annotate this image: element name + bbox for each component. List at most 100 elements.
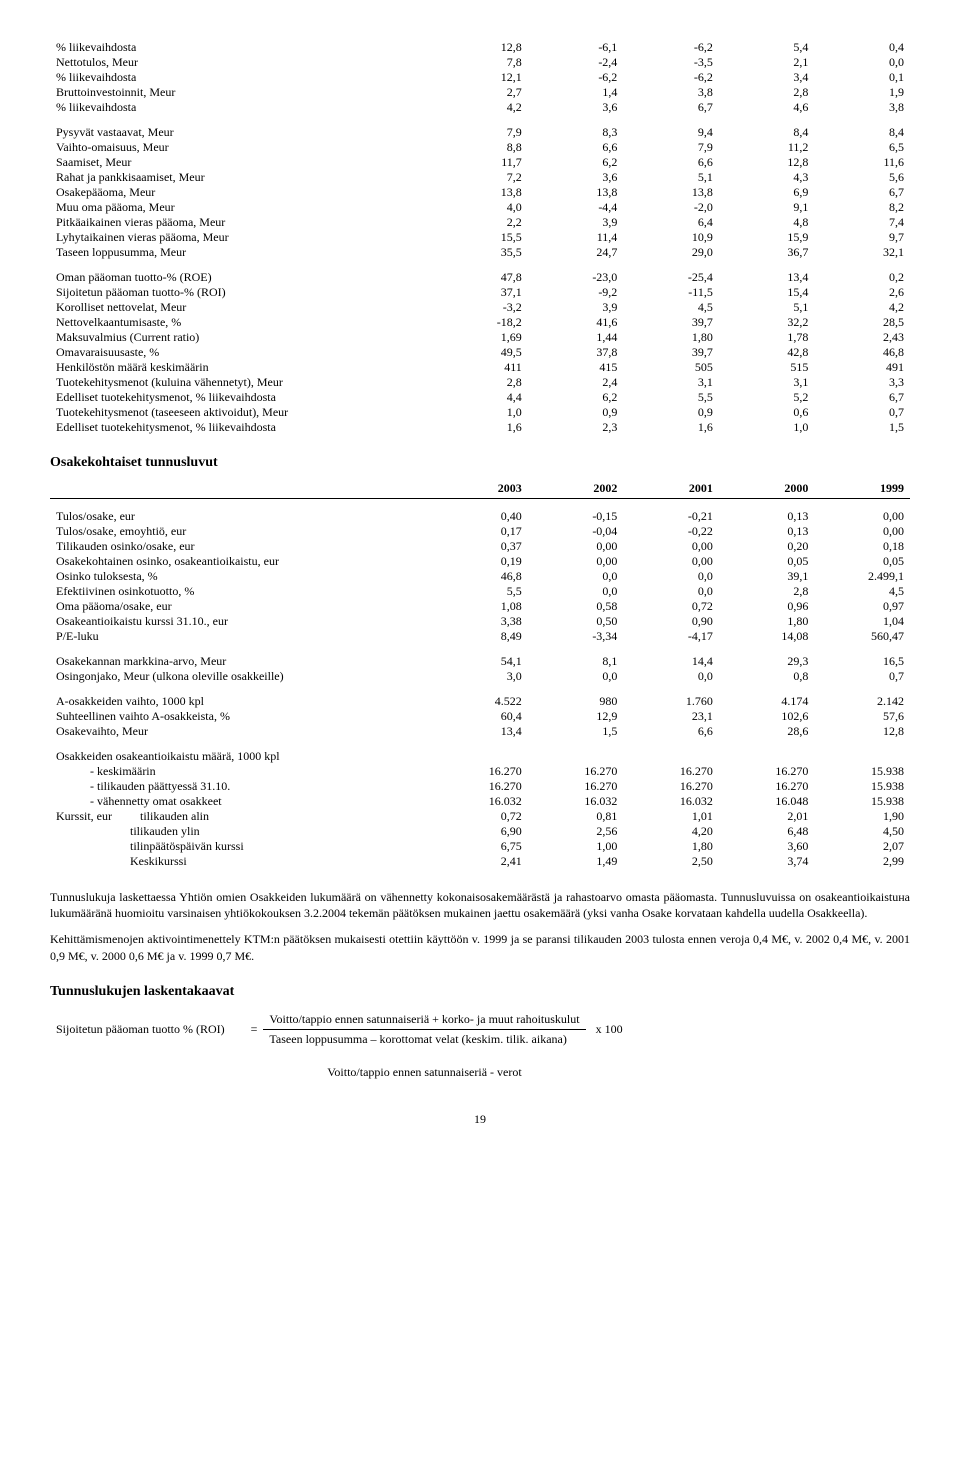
footnote-2: Kehittämismenojen aktivointimenettely KT… xyxy=(50,931,910,963)
table-row: A-osakkeiden vaihto, 1000 kpl4.5229801.7… xyxy=(50,694,910,709)
table-row: % liikevaihdosta4,23,66,74,63,8 xyxy=(50,100,910,115)
row-value: 12,8 xyxy=(432,40,528,55)
row-value: 4,50 xyxy=(814,824,910,839)
row-value: 7,8 xyxy=(432,55,528,70)
table-row: Bruttoinvestoinnit, Meur2,71,43,82,81,9 xyxy=(50,85,910,100)
row-value: 46,8 xyxy=(432,569,528,584)
table-row: Tilikauden osinko/osake, eur0,370,000,00… xyxy=(50,539,910,554)
row-value: 4,3 xyxy=(719,170,815,185)
row-value: -0,21 xyxy=(623,509,719,524)
row-value: 1,80 xyxy=(623,839,719,854)
row-value: 1,49 xyxy=(528,854,624,869)
row-label: Tilikauden osinko/osake, eur xyxy=(50,539,432,554)
table-row: Tuotekehitysmenot (taseeseen aktivoidut)… xyxy=(50,405,910,420)
year-header: 2003 xyxy=(432,481,528,499)
row-value: 49,5 xyxy=(432,345,528,360)
row-value: 1,80 xyxy=(719,614,815,629)
table-row: Keskikurssi2,411,492,503,742,99 xyxy=(50,854,910,869)
row-value: 0,96 xyxy=(719,599,815,614)
table-row: tilinpäätöspäivän kurssi6,751,001,803,60… xyxy=(50,839,910,854)
table-row: Pitkäaikainen vieras pääoma, Meur2,23,96… xyxy=(50,215,910,230)
row-value: -3,2 xyxy=(432,300,528,315)
row-label: Pysyvät vastaavat, Meur xyxy=(50,125,432,140)
row-label: Edelliset tuotekehitysmenot, % liikevaih… xyxy=(50,390,432,405)
row-value: 0,72 xyxy=(432,809,528,824)
table-row: Edelliset tuotekehitysmenot, % liikevaih… xyxy=(50,390,910,405)
row-label: Oman pääoman tuotto-% (ROE) xyxy=(50,270,432,285)
row-value: 2,07 xyxy=(814,839,910,854)
row-label: Henkilöstön määrä keskimäärin xyxy=(50,360,432,375)
row-value: 1,6 xyxy=(432,420,528,435)
row-value: 24,7 xyxy=(528,245,624,260)
row-value: 7,9 xyxy=(623,140,719,155)
table-row: Kurssit, eurtilikauden alin0,720,811,012… xyxy=(50,809,910,824)
row-value: 411 xyxy=(432,360,528,375)
row-label: Tulos/osake, emoyhtiö, eur xyxy=(50,524,432,539)
row-value: 2,7 xyxy=(432,85,528,100)
per-share-title: Osakekohtaiset tunnusluvut xyxy=(50,455,910,471)
row-value: 5,5 xyxy=(432,584,528,599)
row-value: 0,97 xyxy=(814,599,910,614)
row-label: Rahat ja pankkisaamiset, Meur xyxy=(50,170,432,185)
footnote-1: Tunnuslukuja laskettaessa Yhtiön omien O… xyxy=(50,889,910,921)
row-value: 32,2 xyxy=(719,315,815,330)
row-value: -0,22 xyxy=(623,524,719,539)
row-value: 15.938 xyxy=(814,794,910,809)
row-value: 16.270 xyxy=(719,779,815,794)
row-value: 0,00 xyxy=(623,539,719,554)
row-value: 3,3 xyxy=(814,375,910,390)
row-value: -3,34 xyxy=(528,629,624,644)
row-value: 3,60 xyxy=(719,839,815,854)
row-label: Oma pääoma/osake, eur xyxy=(50,599,432,614)
row-value: 11,6 xyxy=(814,155,910,170)
table-row: Osingonjako, Meur (ulkona oleville osakk… xyxy=(50,669,910,684)
row-value: 37,1 xyxy=(432,285,528,300)
row-value: 4,20 xyxy=(623,824,719,839)
row-value: -0,15 xyxy=(528,509,624,524)
row-label: Pitkäaikainen vieras pääoma, Meur xyxy=(50,215,432,230)
row-value: 14,4 xyxy=(623,654,719,669)
row-label: Osakkeiden osakeantioikaistu määrä, 1000… xyxy=(50,749,432,764)
row-value: 8,8 xyxy=(432,140,528,155)
row-value: 16,5 xyxy=(814,654,910,669)
row-value: 0,17 xyxy=(432,524,528,539)
row-value: 980 xyxy=(528,694,624,709)
row-value: 15,5 xyxy=(432,230,528,245)
row-value: 1,69 xyxy=(432,330,528,345)
row-value: 15.938 xyxy=(814,764,910,779)
row-label: Saamiset, Meur xyxy=(50,155,432,170)
row-value: 0,0 xyxy=(814,55,910,70)
row-value: 3,1 xyxy=(623,375,719,390)
formula-roi: Sijoitetun pääoman tuotto % (ROI) = Voit… xyxy=(50,1010,629,1082)
row-value: 5,2 xyxy=(719,390,815,405)
row-value: 5,6 xyxy=(814,170,910,185)
row-value: 6,5 xyxy=(814,140,910,155)
page-number: 19 xyxy=(50,1112,910,1127)
row-value: 57,6 xyxy=(814,709,910,724)
row-value: 0,9 xyxy=(623,405,719,420)
row-label: Muu oma pääoma, Meur xyxy=(50,200,432,215)
row-value: 6,2 xyxy=(528,390,624,405)
row-value: 12,9 xyxy=(528,709,624,724)
row-value: 0,00 xyxy=(528,554,624,569)
row-label: Osakekohtainen osinko, osakeantioikaistu… xyxy=(50,554,432,569)
row-value: 1,4 xyxy=(528,85,624,100)
row-value: 4,2 xyxy=(814,300,910,315)
row-value: 5,4 xyxy=(719,40,815,55)
row-label: Keskikurssi xyxy=(50,854,432,869)
row-value: 15,9 xyxy=(719,230,815,245)
row-value: 39,7 xyxy=(623,345,719,360)
row-value: 16.032 xyxy=(623,794,719,809)
row-value: 3,1 xyxy=(719,375,815,390)
row-value: 0,00 xyxy=(814,509,910,524)
row-value: 15.938 xyxy=(814,779,910,794)
row-value: 8,3 xyxy=(528,125,624,140)
table-row: Omavaraisuusaste, %49,537,839,742,846,8 xyxy=(50,345,910,360)
row-value: 505 xyxy=(623,360,719,375)
row-value: 2,43 xyxy=(814,330,910,345)
row-value: 2,4 xyxy=(528,375,624,390)
row-label: A-osakkeiden vaihto, 1000 kpl xyxy=(50,694,432,709)
row-value: 0,05 xyxy=(719,554,815,569)
row-value: 3,38 xyxy=(432,614,528,629)
row-value: 8,4 xyxy=(719,125,815,140)
